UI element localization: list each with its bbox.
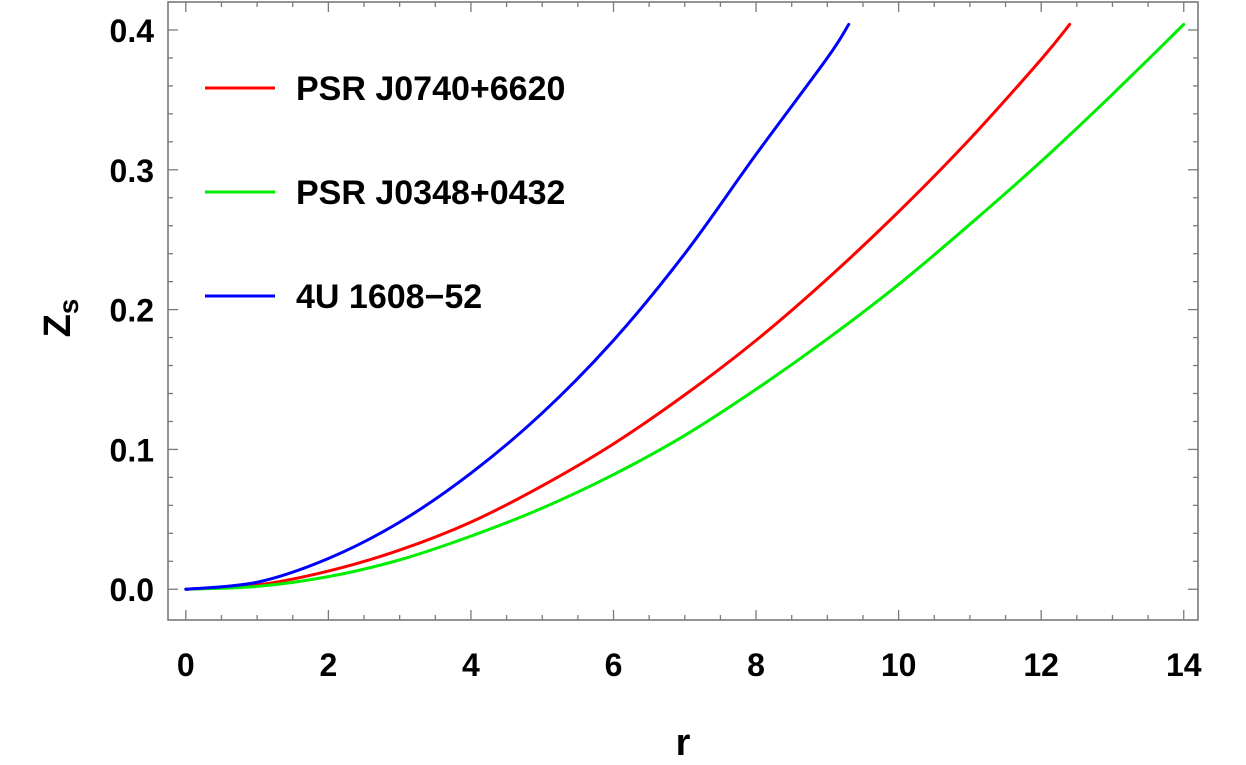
legend: PSR J0740+6620 PSR J0348+0432 4U 1608−52 xyxy=(205,70,565,316)
x-tick-label: 14 xyxy=(1166,647,1202,683)
x-tick-label: 8 xyxy=(747,647,765,683)
y-axis-label-subscript: s xyxy=(53,299,84,315)
y-tick-label: 0.1 xyxy=(110,432,154,468)
y-axis-label-main: Z xyxy=(37,314,79,337)
y-tick-label: 0.0 xyxy=(110,572,154,608)
series-line-2 xyxy=(184,22,851,591)
x-tick-label: 4 xyxy=(462,647,480,683)
y-tick-labels: 0.0 0.1 0.2 0.3 0.4 xyxy=(110,13,155,608)
x-tick-label: 0 xyxy=(177,647,195,683)
x-tick-label: 10 xyxy=(881,647,917,683)
major-ticks xyxy=(168,2,1198,620)
y-axis-label: Zs xyxy=(37,299,84,338)
legend-label-2: 4U 1608−52 xyxy=(296,278,482,316)
legend-label-1: PSR J0348+0432 xyxy=(296,174,565,212)
series-line-1 xyxy=(184,22,1186,591)
plot-frame xyxy=(167,1,1199,621)
series-layer xyxy=(184,22,1186,591)
x-axis-label: r xyxy=(676,722,691,764)
x-tick-label: 6 xyxy=(605,647,623,683)
y-tick-label: 0.3 xyxy=(110,153,154,189)
x-tick-labels: 0 2 4 6 8 10 12 14 xyxy=(177,647,1202,683)
x-tick-label: 12 xyxy=(1023,647,1059,683)
y-tick-label: 0.4 xyxy=(110,13,155,49)
y-tick-label: 0.2 xyxy=(110,293,154,329)
x-tick-label: 2 xyxy=(319,647,337,683)
series-line-0 xyxy=(184,22,1072,591)
minor-ticks xyxy=(168,2,1198,620)
legend-label-0: PSR J0740+6620 xyxy=(296,70,565,108)
